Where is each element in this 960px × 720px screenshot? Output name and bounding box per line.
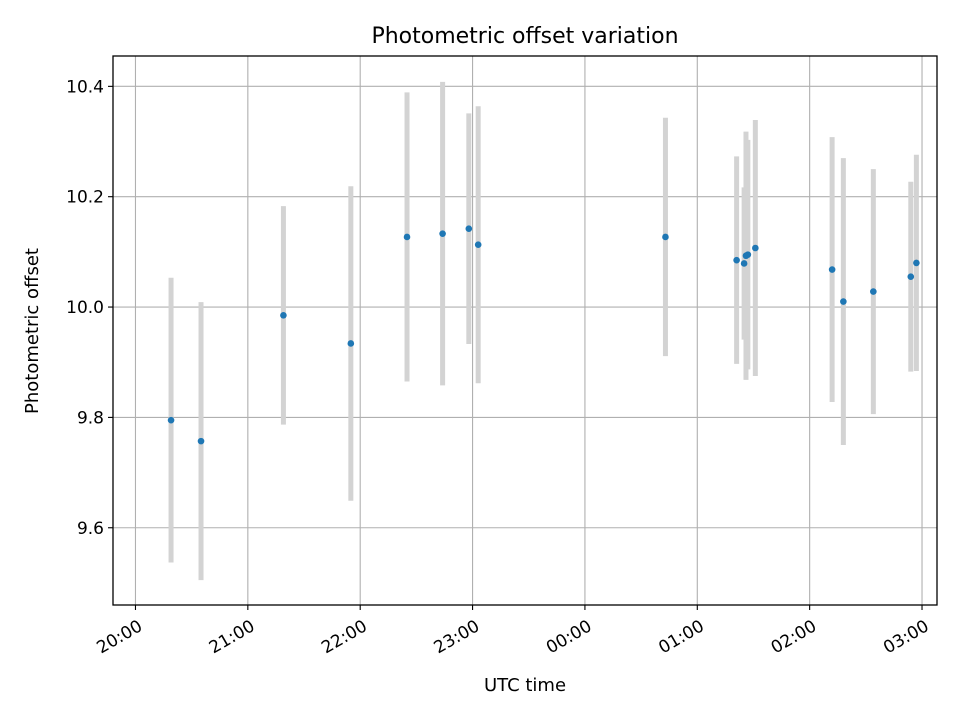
data-point: [465, 225, 473, 233]
point-layer: [167, 225, 920, 445]
data-point: [870, 288, 877, 295]
y-tick-label: 10.0: [66, 298, 104, 318]
data-point: [347, 340, 355, 347]
y-tick-label: 10.4: [66, 77, 104, 97]
data-point: [752, 244, 759, 252]
data-point: [733, 256, 740, 264]
data-point: [439, 230, 446, 237]
data-point: [280, 312, 287, 319]
chart-title: Photometric offset variation: [371, 24, 678, 49]
data-point: [828, 266, 836, 273]
x-axis-label: UTC time: [484, 675, 566, 696]
plot-frame: [112, 55, 938, 606]
data-point: [740, 260, 748, 267]
y-tick-label: 9.8: [77, 408, 104, 428]
data-point: [662, 233, 669, 241]
data-point: [744, 251, 752, 258]
data-point: [907, 273, 915, 281]
data-point: [403, 233, 411, 241]
y-axis-label: Photometric offset: [22, 248, 43, 414]
y-tick-label: 10.2: [66, 188, 104, 208]
data-point: [197, 437, 205, 445]
data-point: [167, 416, 175, 424]
data-point: [474, 241, 482, 249]
y-tick-label: 9.6: [77, 519, 104, 539]
data-point: [840, 298, 847, 305]
grid-layer: [113, 56, 937, 605]
data-point: [913, 259, 920, 267]
